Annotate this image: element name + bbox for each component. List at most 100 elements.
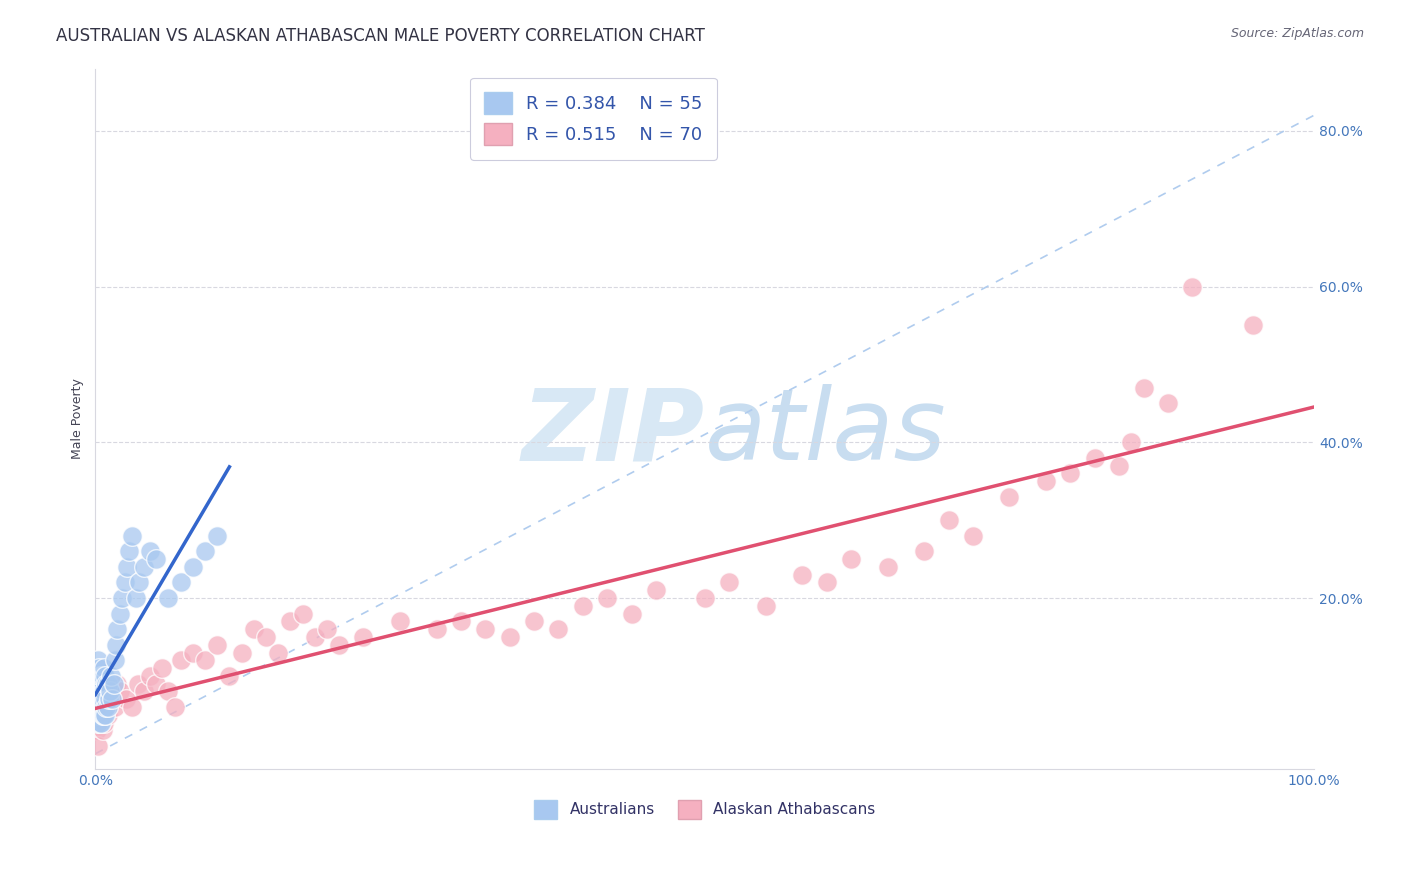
Point [912,544,935,558]
Point [105,676,128,690]
Point [87,653,110,667]
Point [962,529,984,543]
Point [124,591,146,605]
Point [103,676,125,690]
Point [998,490,1021,504]
Point [100,669,122,683]
Point [87,661,110,675]
Point [90,669,112,683]
Point [91,692,114,706]
Point [304,630,326,644]
Point [150,661,173,675]
Point [94,692,117,706]
Text: ZIP: ZIP [522,384,704,482]
Point [127,676,149,690]
Point [218,669,240,683]
Point [90,700,112,714]
Point [86,684,108,698]
Point [108,607,131,621]
Point [132,559,155,574]
Point [145,676,167,690]
Point [87,676,110,690]
Legend: Australians, Alaskan Athabascans: Australians, Alaskan Athabascans [529,794,882,825]
Point [389,615,412,629]
Point [547,622,569,636]
Point [87,715,110,730]
Point [596,591,619,605]
Point [207,529,229,543]
Point [105,622,128,636]
Point [87,739,110,753]
Point [291,607,314,621]
Point [353,630,375,644]
Point [128,575,150,590]
Point [1157,396,1180,410]
Point [499,630,522,644]
Point [96,700,118,714]
Point [207,638,229,652]
Point [101,684,124,698]
Point [1181,279,1204,293]
Point [815,575,838,590]
Point [90,707,112,722]
Point [839,552,862,566]
Point [97,692,120,706]
Point [89,700,111,714]
Point [645,583,668,598]
Point [115,559,138,574]
Point [91,723,114,738]
Point [1084,450,1107,465]
Point [121,700,143,714]
Point [96,676,118,690]
Point [96,707,118,722]
Point [104,700,127,714]
Point [96,676,118,690]
Point [572,599,595,613]
Point [157,591,180,605]
Point [1108,458,1130,473]
Point [139,544,162,558]
Point [90,715,112,730]
Point [91,669,114,683]
Point [1121,435,1143,450]
Point [620,607,643,621]
Point [87,692,110,706]
Point [139,669,162,683]
Text: atlas: atlas [704,384,946,482]
Point [938,513,960,527]
Point [108,684,131,698]
Point [157,684,180,698]
Text: Source: ZipAtlas.com: Source: ZipAtlas.com [1230,27,1364,40]
Point [194,653,217,667]
Point [450,615,472,629]
Point [89,715,111,730]
Point [118,544,141,558]
Point [96,700,118,714]
Point [98,692,121,706]
Point [90,684,112,698]
Point [181,646,204,660]
Point [755,599,778,613]
Point [87,715,110,730]
Point [93,684,115,698]
Point [316,622,339,636]
Point [114,575,136,590]
Point [328,638,350,652]
Point [169,575,191,590]
Point [718,575,741,590]
Point [145,552,167,566]
Point [426,622,449,636]
Point [93,661,115,675]
Point [1132,381,1154,395]
Point [114,692,136,706]
Point [254,630,277,644]
Point [474,622,496,636]
Point [93,707,115,722]
Point [243,622,266,636]
Point [523,615,546,629]
Point [267,646,290,660]
Point [86,669,108,683]
Point [87,692,110,706]
Point [89,676,111,690]
Point [93,715,115,730]
